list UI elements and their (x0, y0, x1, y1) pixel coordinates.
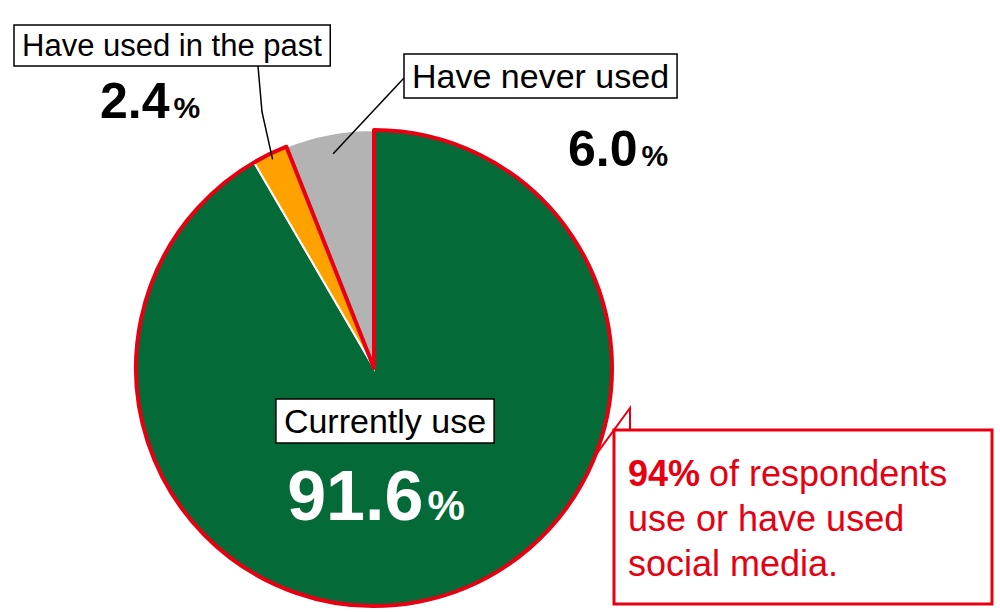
annotation-text: 94%of respondents (628, 453, 947, 494)
leader-line (258, 66, 273, 159)
annotation-line: of respondents (709, 453, 947, 494)
label-box (404, 54, 677, 98)
data-label: 6.0% (568, 121, 668, 177)
annotation-text: social media. (628, 543, 838, 584)
category-label-box: Currently use (276, 399, 494, 443)
data-label: 91.6% (287, 457, 465, 535)
annotation-highlight: 94% (628, 453, 700, 494)
highlight-outline (136, 130, 612, 606)
slices (136, 130, 612, 606)
annotation-text: use or have used (628, 498, 904, 539)
category-label-box: Have never used (404, 54, 677, 98)
label-box (14, 25, 330, 66)
annotation-box (614, 430, 992, 604)
leader-line (333, 78, 404, 154)
chart: Have used in the past 2.4% Have never used… (0, 0, 1000, 612)
category-label: Have never used (412, 57, 669, 95)
category-label: Currently use (284, 402, 486, 440)
category-label: Have used in the past (22, 28, 322, 63)
category-label-box: Have used in the past (14, 25, 330, 66)
pie-slice (136, 130, 612, 606)
data-label: 2.4% (100, 73, 200, 129)
label-box (276, 399, 494, 443)
